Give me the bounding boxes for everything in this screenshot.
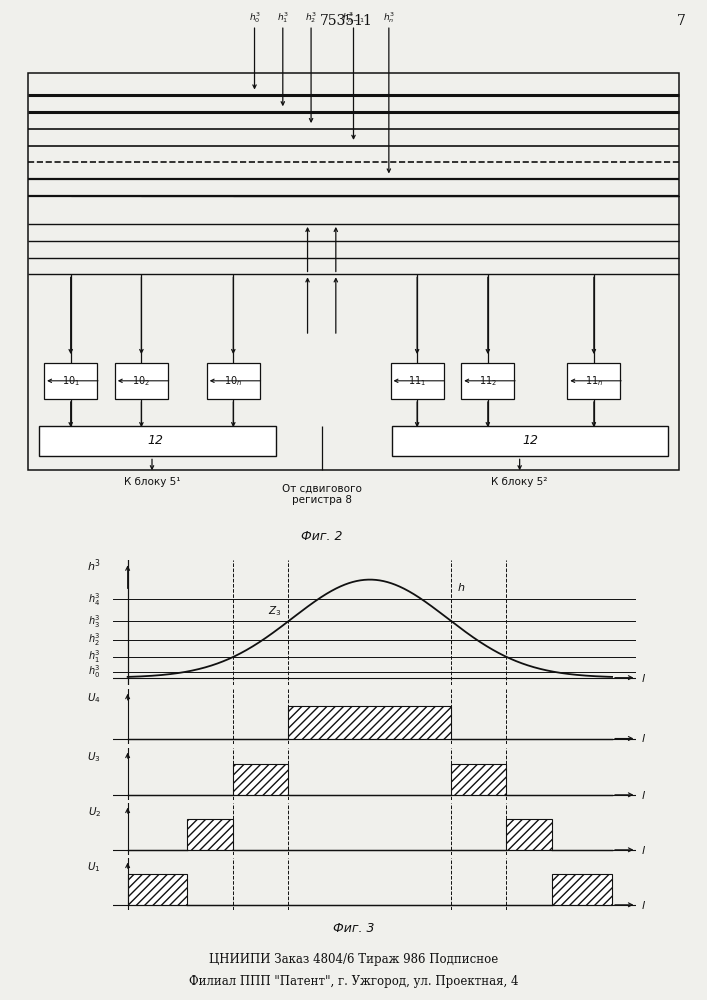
Text: $h^3$: $h^3$ [87,558,101,574]
Text: $10_2$: $10_2$ [132,374,151,388]
Text: $U_2$: $U_2$ [88,805,101,819]
Text: $11_1$: $11_1$ [408,374,426,388]
Text: $l$: $l$ [641,899,646,911]
Text: $10_1$: $10_1$ [62,374,80,388]
Text: $10_n$: $10_n$ [224,374,243,388]
Text: Фиг. 3: Фиг. 3 [333,922,374,934]
Text: $U_1$: $U_1$ [88,860,101,874]
Bar [207,363,260,399]
Text: $h$: $h$ [457,581,465,593]
Bar [39,426,276,456]
Text: $h_0^3$: $h_0^3$ [249,10,260,25]
Text: $11_n$: $11_n$ [585,374,603,388]
Bar [552,874,612,905]
Bar [233,764,288,795]
Text: $l$: $l$ [641,844,646,856]
Text: $h_{n-1}^3$: $h_{n-1}^3$ [342,10,365,25]
Text: $h_n^3$: $h_n^3$ [383,10,395,25]
Bar [44,363,98,399]
Text: $11_2$: $11_2$ [479,374,497,388]
Text: 753511: 753511 [320,14,373,28]
Bar [567,363,621,399]
Text: $h_1^3$: $h_1^3$ [88,648,101,665]
Text: $h_0^3$: $h_0^3$ [88,663,101,680]
Text: $l$: $l$ [641,789,646,801]
Text: $l$: $l$ [641,732,646,744]
Bar [451,764,506,795]
Text: От сдвигового
регистра 8: От сдвигового регистра 8 [282,484,361,505]
Text: $U_4$: $U_4$ [87,691,101,705]
Text: 7: 7 [677,14,686,28]
Bar [28,73,679,470]
Bar [187,819,233,850]
Bar [461,363,515,399]
Bar [390,363,444,399]
Text: $Z_3$: $Z_3$ [268,605,281,618]
Bar [288,706,451,738]
Bar [506,819,552,850]
Text: К блоку 5²: К блоку 5² [491,477,548,487]
Text: $h_4^3$: $h_4^3$ [88,591,101,608]
Text: 12: 12 [522,434,538,448]
Text: $h_2^3$: $h_2^3$ [305,10,317,25]
Text: 12: 12 [148,434,163,448]
Text: ЦНИИПИ Заказ 4804/6 Тираж 986 Подписное: ЦНИИПИ Заказ 4804/6 Тираж 986 Подписное [209,954,498,966]
Text: $h_3^3$: $h_3^3$ [88,613,101,630]
Bar [115,363,168,399]
Text: $h_2^3$: $h_2^3$ [88,631,101,648]
Text: $U_3$: $U_3$ [88,750,101,764]
Text: Фиг. 2: Фиг. 2 [301,530,342,543]
Text: $l$: $l$ [641,672,646,684]
Text: К блоку 5¹: К блоку 5¹ [124,477,180,487]
Text: Филиал ППП "Патент", г. Ужгород, ул. Проектная, 4: Филиал ППП "Патент", г. Ужгород, ул. Про… [189,976,518,988]
Bar [128,874,187,905]
Bar [392,426,668,456]
Text: $h_1^3$: $h_1^3$ [277,10,288,25]
